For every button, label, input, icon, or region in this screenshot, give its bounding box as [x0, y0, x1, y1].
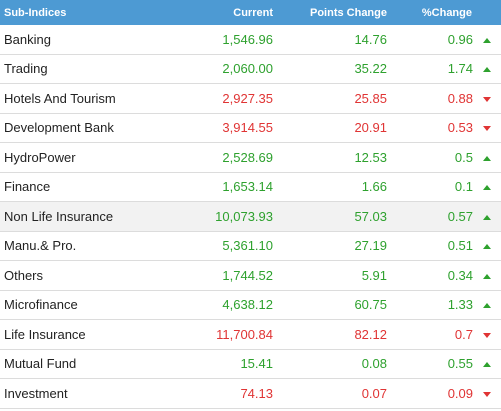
sub-index-name[interactable]: Finance [0, 172, 163, 202]
percent-change-value: 0.51 [391, 231, 473, 261]
arrow-up-icon [483, 273, 491, 279]
current-value: 2,927.35 [163, 83, 277, 114]
points-change-value: 20.91 [277, 113, 391, 143]
trend-cell [473, 260, 501, 291]
points-change-value: 82.12 [277, 319, 391, 350]
trend-cell [473, 349, 501, 379]
sub-index-name[interactable]: Banking [0, 25, 163, 55]
percent-change-value: 0.88 [391, 83, 473, 114]
sub-index-name[interactable]: Non Life Insurance [0, 201, 163, 232]
percent-change-value: 0.57 [391, 201, 473, 232]
percent-change-value: 1.33 [391, 290, 473, 320]
percent-change-value: 0.7 [391, 319, 473, 350]
current-value: 74.13 [163, 378, 277, 409]
current-value: 5,361.10 [163, 231, 277, 261]
sub-index-name[interactable]: HydroPower [0, 142, 163, 173]
arrow-up-icon [483, 303, 491, 309]
header-sub-indices[interactable]: Sub-Indices [0, 0, 163, 25]
table-body: Banking 1,546.96 14.76 0.96 Trading 2,060.00 3… [0, 25, 501, 409]
table-row[interactable]: Investment 74.13 0.07 0.09 [0, 378, 501, 409]
table-row[interactable]: Development Bank 3,914.55 20.91 0.53 [0, 113, 501, 143]
table-row[interactable]: Microfinance 4,638.12 60.75 1.33 [0, 290, 501, 320]
percent-change-value: 0.1 [391, 172, 473, 202]
table-row[interactable]: Non Life Insurance 10,073.93 57.03 0.57 [0, 201, 501, 232]
current-value: 1,653.14 [163, 172, 277, 202]
points-change-value: 27.19 [277, 231, 391, 261]
points-change-value: 35.22 [277, 54, 391, 84]
trend-cell [473, 290, 501, 320]
table-row[interactable]: Manu.& Pro. 5,361.10 27.19 0.51 [0, 231, 501, 261]
arrow-up-icon [483, 362, 491, 368]
points-change-value: 12.53 [277, 142, 391, 173]
points-change-value: 14.76 [277, 25, 391, 55]
percent-change-value: 0.5 [391, 142, 473, 173]
sub-index-name[interactable]: Mutual Fund [0, 349, 163, 379]
arrow-up-icon [483, 185, 491, 191]
trend-cell [473, 172, 501, 202]
table-row[interactable]: Hotels And Tourism 2,927.35 25.85 0.88 [0, 83, 501, 114]
arrow-down-icon [483, 96, 491, 102]
sub-index-name[interactable]: Hotels And Tourism [0, 83, 163, 114]
table-row[interactable]: Finance 1,653.14 1.66 0.1 [0, 172, 501, 202]
points-change-value: 0.07 [277, 378, 391, 409]
arrow-up-icon [483, 67, 491, 73]
arrow-up-icon [483, 37, 491, 43]
trend-cell [473, 378, 501, 409]
sub-index-name[interactable]: Life Insurance [0, 319, 163, 350]
current-value: 3,914.55 [163, 113, 277, 143]
table-row[interactable]: Mutual Fund 15.41 0.08 0.55 [0, 349, 501, 379]
percent-change-value: 0.09 [391, 378, 473, 409]
percent-change-value: 1.74 [391, 54, 473, 84]
trend-cell [473, 142, 501, 173]
header-percent-change[interactable]: %Change [391, 0, 501, 25]
percent-change-value: 0.34 [391, 260, 473, 291]
current-value: 15.41 [163, 349, 277, 379]
sub-index-name[interactable]: Investment [0, 378, 163, 409]
header-points-change[interactable]: Points Change [277, 0, 391, 25]
header-current[interactable]: Current [163, 0, 277, 25]
current-value: 1,546.96 [163, 25, 277, 55]
arrow-up-icon [483, 155, 491, 161]
points-change-value: 25.85 [277, 83, 391, 114]
points-change-value: 0.08 [277, 349, 391, 379]
arrow-up-icon [483, 214, 491, 220]
current-value: 11,700.84 [163, 319, 277, 350]
trend-cell [473, 201, 501, 232]
table-row[interactable]: Life Insurance 11,700.84 82.12 0.7 [0, 319, 501, 350]
trend-cell [473, 54, 501, 84]
arrow-down-icon [483, 391, 491, 397]
trend-cell [473, 25, 501, 55]
current-value: 1,744.52 [163, 260, 277, 291]
current-value: 10,073.93 [163, 201, 277, 232]
sub-index-name[interactable]: Trading [0, 54, 163, 84]
percent-change-value: 0.53 [391, 113, 473, 143]
percent-change-value: 0.96 [391, 25, 473, 55]
arrow-down-icon [483, 126, 491, 132]
points-change-value: 60.75 [277, 290, 391, 320]
arrow-up-icon [483, 244, 491, 250]
trend-cell [473, 83, 501, 114]
sub-index-name[interactable]: Manu.& Pro. [0, 231, 163, 261]
table-row[interactable]: Others 1,744.52 5.91 0.34 [0, 260, 501, 291]
sub-index-name[interactable]: Others [0, 260, 163, 291]
points-change-value: 1.66 [277, 172, 391, 202]
table-row[interactable]: HydroPower 2,528.69 12.53 0.5 [0, 142, 501, 173]
current-value: 4,638.12 [163, 290, 277, 320]
table-header-row: Sub-Indices Current Points Change %Chang… [0, 0, 501, 25]
points-change-value: 5.91 [277, 260, 391, 291]
sub-index-name[interactable]: Microfinance [0, 290, 163, 320]
table-row[interactable]: Trading 2,060.00 35.22 1.74 [0, 54, 501, 84]
trend-cell [473, 231, 501, 261]
percent-change-value: 0.55 [391, 349, 473, 379]
trend-cell [473, 113, 501, 143]
arrow-down-icon [483, 332, 491, 338]
table-row[interactable]: Banking 1,546.96 14.76 0.96 [0, 25, 501, 55]
trend-cell [473, 319, 501, 350]
sub-index-name[interactable]: Development Bank [0, 113, 163, 143]
points-change-value: 57.03 [277, 201, 391, 232]
current-value: 2,528.69 [163, 142, 277, 173]
current-value: 2,060.00 [163, 54, 277, 84]
